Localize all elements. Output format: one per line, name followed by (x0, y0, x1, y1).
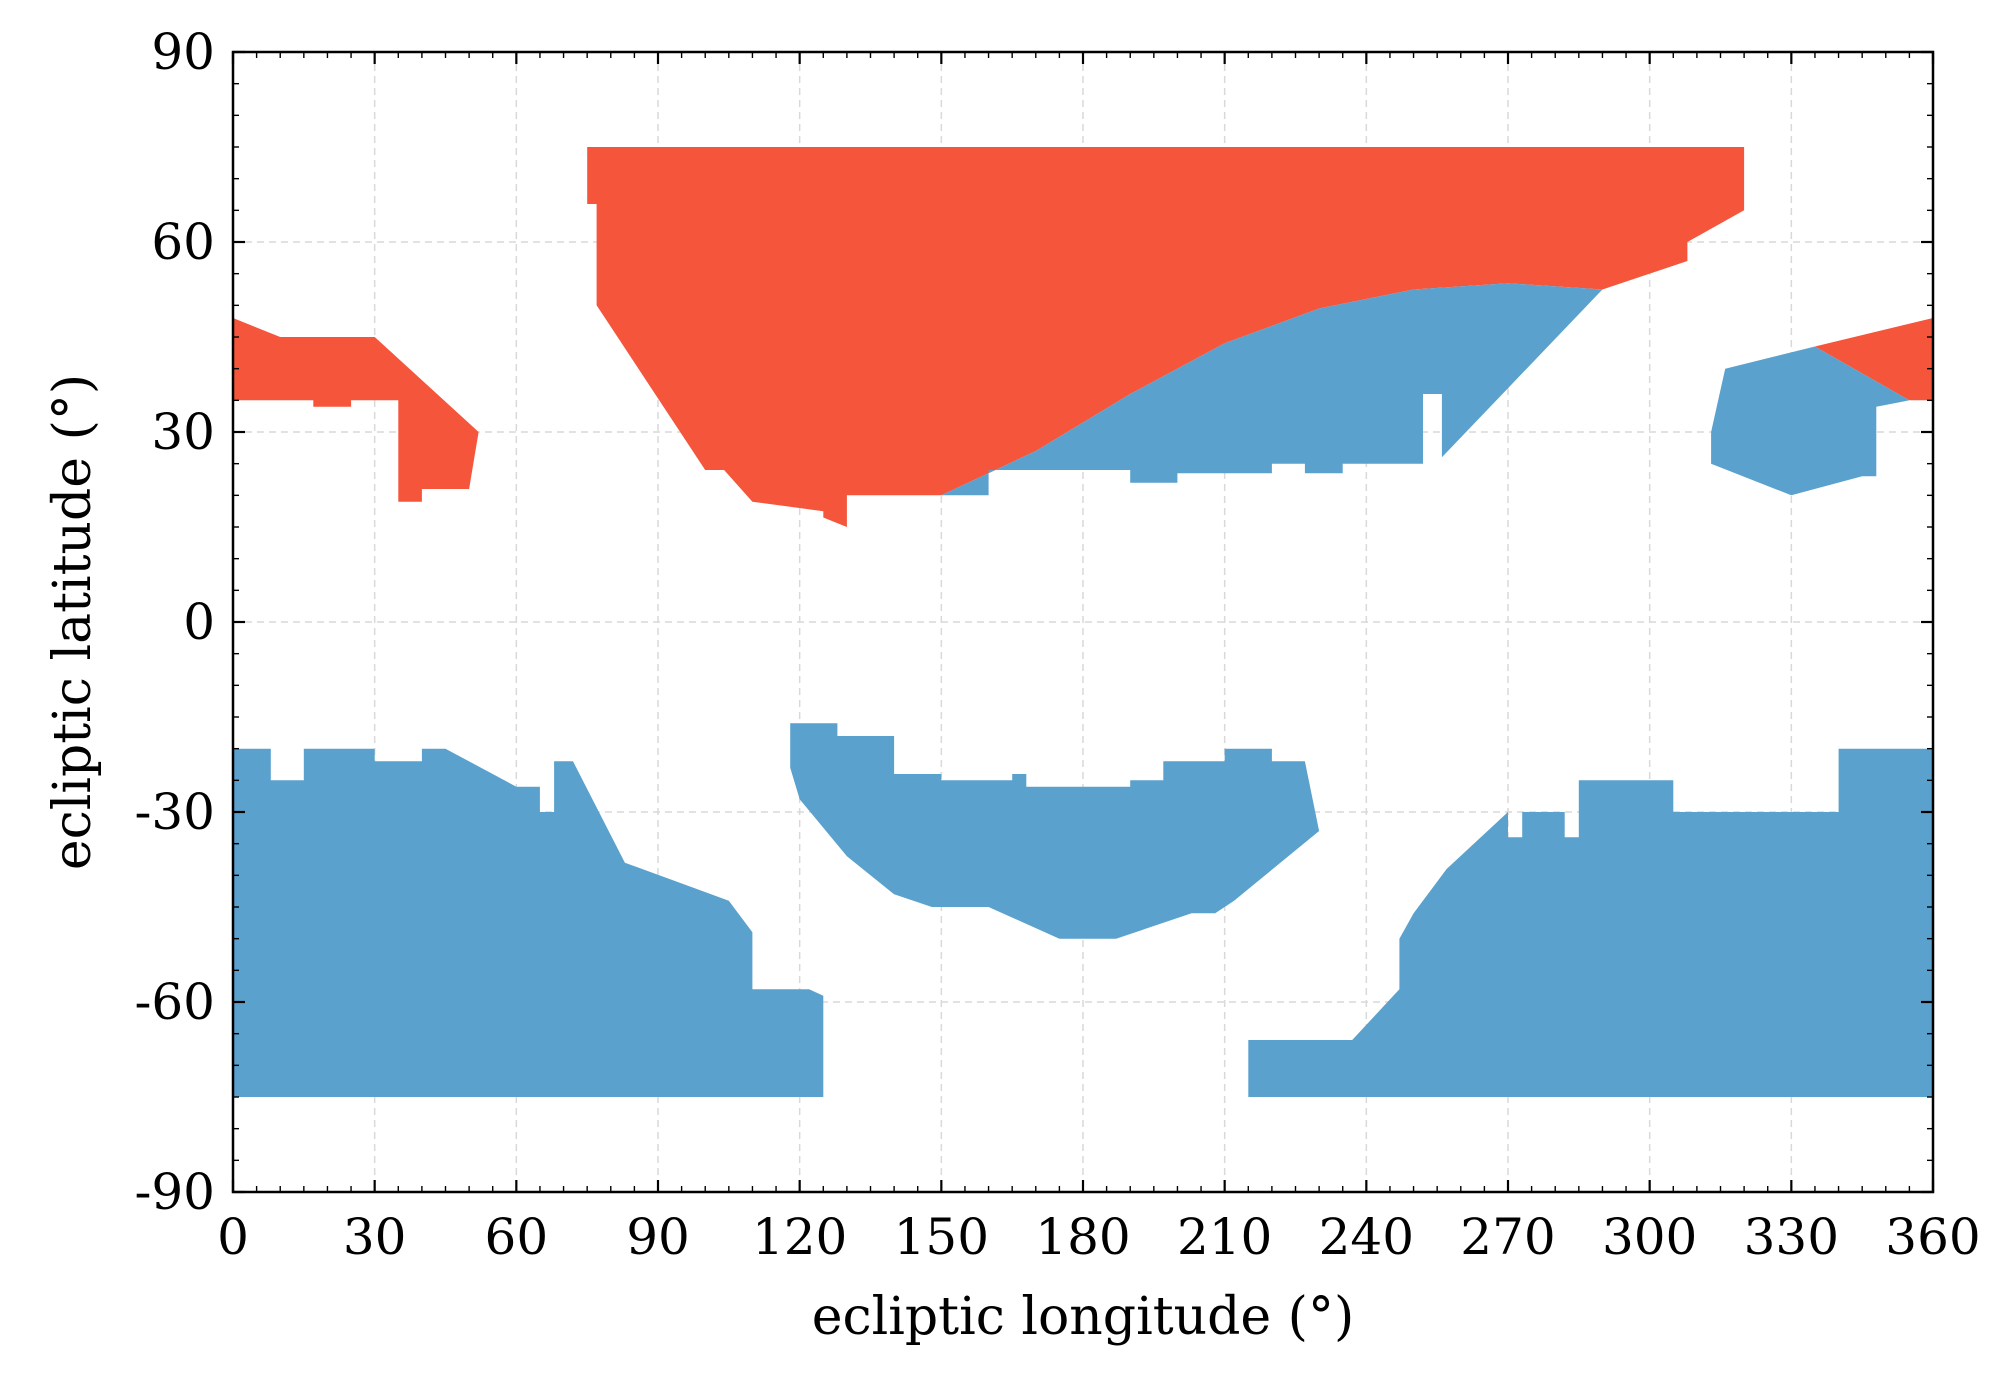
x-axis-label: ecliptic longitude (°) (812, 1287, 1355, 1347)
region-blue-6 (233, 748, 824, 1097)
y-tick-label: -60 (134, 973, 215, 1031)
x-tick-label: 180 (1035, 1208, 1130, 1266)
x-tick-label: 60 (485, 1208, 549, 1266)
x-tick-label: 120 (752, 1208, 847, 1266)
y-axis-label: ecliptic latitude (°) (43, 374, 103, 870)
region-blue-8 (1248, 748, 1933, 1097)
x-tick-label: 0 (217, 1208, 249, 1266)
axis-ticks (231, 50, 1935, 1194)
y-tick-labels: -90 -60 -30 0 30 60 90 (134, 23, 215, 1221)
x-tick-label: 360 (1885, 1208, 1980, 1266)
region-red-1 (233, 318, 479, 502)
y-tick-label: 0 (183, 593, 215, 651)
data-regions (233, 147, 1933, 1097)
x-tick-label: 330 (1744, 1208, 1839, 1266)
x-tick-label: 240 (1319, 1208, 1414, 1266)
x-tick-label: 210 (1177, 1208, 1272, 1266)
x-tick-label: 270 (1460, 1208, 1555, 1266)
region-blue-7 (790, 723, 1320, 939)
region-red-3 (1814, 318, 1933, 401)
region-blue-4 (941, 283, 1603, 496)
y-tick-label: 60 (151, 213, 215, 271)
y-tick-label: -90 (134, 1163, 215, 1221)
x-tick-label: 90 (626, 1208, 690, 1266)
x-tick-label: 300 (1602, 1208, 1697, 1266)
y-tick-label: 30 (151, 403, 215, 461)
region-blue-5 (1711, 346, 1910, 496)
y-tick-label: -30 (134, 783, 215, 841)
y-tick-label: 90 (151, 23, 215, 81)
x-tick-label: 150 (894, 1208, 989, 1266)
x-tick-labels: 0 30 60 90 120 150 180 210 240 270 300 330 360 (217, 1208, 1981, 1266)
x-tick-label: 30 (343, 1208, 407, 1266)
region-red-2 (587, 147, 1745, 527)
